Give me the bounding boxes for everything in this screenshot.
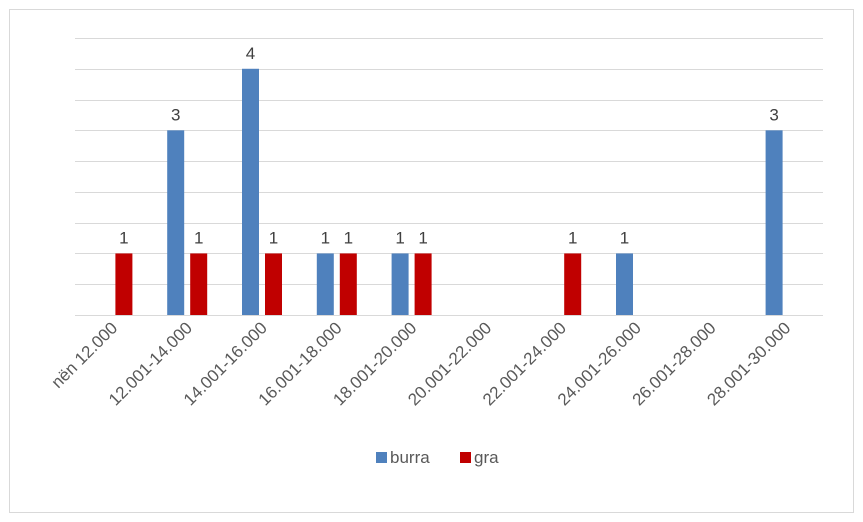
legend-label-burra: burra: [390, 448, 430, 467]
bar-burra: [316, 253, 334, 315]
data-label: 3: [171, 105, 180, 124]
bar-burra: [167, 130, 185, 315]
bar-gra: [564, 253, 582, 315]
bar-gra: [190, 253, 208, 315]
data-label: 1: [321, 228, 330, 247]
bar-gra: [339, 253, 357, 315]
data-label: 1: [269, 228, 278, 247]
bar-gra: [115, 253, 133, 315]
data-label: 1: [568, 228, 577, 247]
bar-gra: [265, 253, 282, 315]
data-label: 1: [344, 228, 353, 247]
data-label: 3: [769, 105, 778, 124]
data-label: 1: [620, 228, 629, 247]
bar-gra: [414, 253, 432, 315]
x-tick-label: nën 12.000: [48, 318, 122, 392]
bar-burra: [242, 68, 259, 316]
bar-burra: [765, 130, 783, 315]
data-label: 1: [418, 228, 427, 247]
data-label: 1: [119, 228, 128, 247]
data-label: 4: [246, 44, 255, 63]
bar-burra: [391, 253, 409, 315]
legend-swatch-gra: [460, 452, 471, 463]
legend-swatch-burra: [376, 452, 387, 463]
bar-burra: [616, 253, 633, 315]
legend-label-gra: gra: [474, 448, 499, 467]
data-label: 1: [395, 228, 404, 247]
data-label: 1: [194, 228, 203, 247]
